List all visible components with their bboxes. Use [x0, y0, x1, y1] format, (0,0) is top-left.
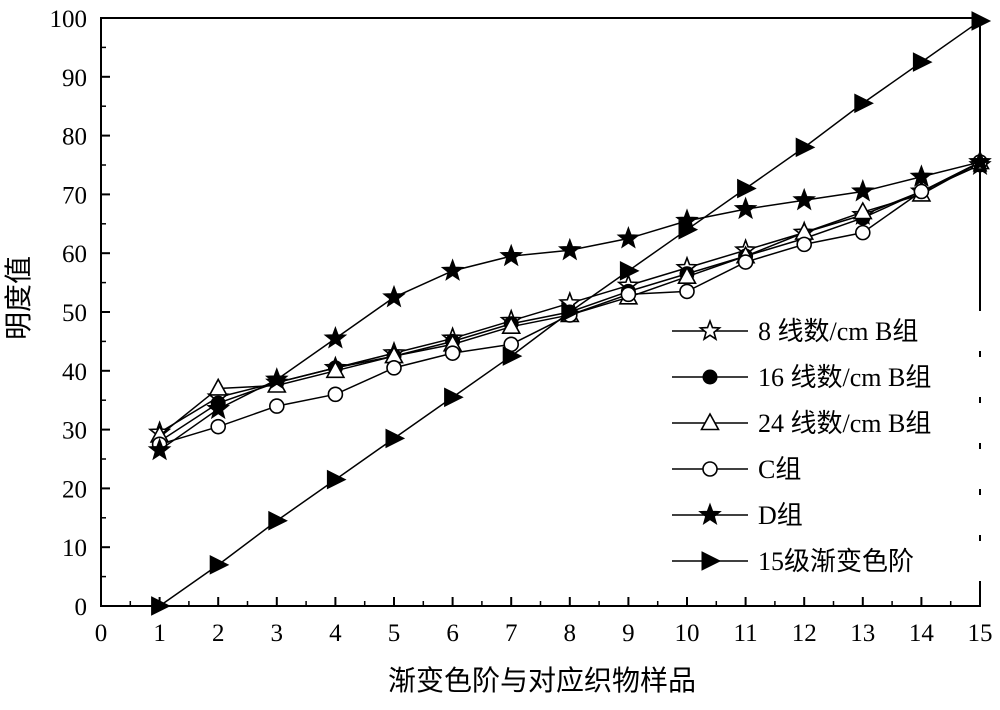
data-point — [440, 258, 465, 281]
series-6 — [151, 11, 992, 616]
y-axis-title: 明度值 — [3, 256, 35, 340]
legend-marker — [702, 461, 718, 477]
data-point — [147, 437, 172, 461]
data-point — [561, 302, 581, 322]
y-tick-label: 30 — [62, 418, 87, 445]
data-point — [854, 224, 871, 241]
x-tick-label: 7 — [505, 620, 518, 647]
legend-marker — [701, 551, 722, 571]
data-point — [679, 283, 695, 300]
legend-marker — [700, 412, 720, 431]
y-tick-label: 0 — [75, 594, 88, 621]
data-point — [444, 345, 461, 361]
x-tick-label: 5 — [388, 620, 401, 647]
data-point — [151, 596, 171, 616]
x-tick-label: 4 — [329, 620, 342, 647]
legend-label: 15级渐变色阶 — [758, 547, 914, 576]
data-point — [268, 398, 285, 414]
data-point — [557, 237, 582, 261]
data-point — [206, 396, 231, 420]
x-tick-label: 3 — [271, 620, 284, 647]
legend-item: 8 线数/cm B组 — [668, 311, 998, 351]
data-point — [796, 236, 813, 253]
data-point — [678, 219, 699, 240]
x-tick-label: 9 — [622, 620, 635, 647]
legend-label: D组 — [758, 501, 803, 530]
x-tick-label: 0 — [95, 620, 108, 647]
data-point — [913, 183, 930, 200]
legend: 8 线数/cm B组 16 线数/cm B组 24 线数/cm B组 C组 D组 15级渐… — [668, 311, 998, 581]
data-point — [382, 284, 406, 308]
data-point — [323, 326, 348, 349]
data-point — [733, 196, 758, 220]
series-1 — [147, 152, 992, 443]
data-point — [499, 243, 524, 267]
legend-label: 24 线数/cm B组 — [758, 409, 931, 438]
legend-marker — [702, 369, 718, 385]
x-axis-title: 渐变色阶与对应织物样品 — [388, 665, 696, 697]
legend-marker — [698, 502, 722, 526]
data-point — [850, 179, 875, 202]
y-tick-label: 80 — [62, 124, 87, 151]
data-point — [616, 226, 641, 249]
data-point — [502, 346, 523, 366]
data-point — [209, 555, 230, 575]
legend-label: 16 线数/cm B组 — [758, 363, 931, 392]
data-point — [325, 360, 346, 379]
x-tick-label: 10 — [675, 620, 700, 647]
data-point — [737, 254, 754, 270]
data-point — [501, 316, 522, 335]
x-tick-label: 12 — [792, 620, 817, 647]
legend-marker — [698, 318, 722, 341]
data-point — [795, 137, 816, 158]
data-point — [264, 367, 289, 390]
data-point — [909, 164, 934, 187]
data-point — [854, 93, 874, 114]
data-point — [968, 149, 992, 173]
data-point — [208, 377, 229, 396]
data-point — [971, 11, 992, 31]
data-point — [792, 187, 817, 211]
y-tick-label: 100 — [50, 6, 88, 33]
legend-label: C组 — [758, 455, 801, 484]
legend-label: 8 线数/cm B组 — [758, 317, 918, 346]
legend-item: 15级渐变色阶 — [668, 541, 998, 581]
y-tick-label: 60 — [62, 241, 87, 268]
x-tick-label: 1 — [153, 620, 166, 647]
data-point — [268, 510, 288, 531]
x-tick-label: 15 — [968, 620, 993, 647]
data-point — [444, 387, 464, 408]
data-point — [852, 201, 873, 220]
x-tick-label: 8 — [564, 620, 577, 647]
legend-item: 24 线数/cm B组 — [668, 403, 998, 443]
axes: 0 1 2 3 4 5 6 7 8 9 10 11 12 13 14 15010203040506070809… — [50, 6, 993, 647]
y-tick-label: 70 — [62, 182, 87, 209]
x-tick-label: 13 — [850, 620, 875, 647]
legend-item: C组 — [668, 449, 998, 489]
y-tick-label: 50 — [62, 300, 87, 327]
data-point — [677, 266, 697, 285]
legend-item: D组 — [668, 495, 998, 535]
y-tick-label: 40 — [62, 359, 87, 386]
data-point — [385, 428, 406, 449]
x-tick-label: 2 — [212, 620, 225, 647]
data-point — [327, 386, 344, 403]
data-point — [620, 286, 637, 303]
y-tick-label: 90 — [62, 65, 87, 92]
data-point — [326, 469, 347, 490]
data-point — [619, 261, 640, 281]
legend-item: 16 线数/cm B组 — [668, 357, 998, 397]
x-tick-label: 6 — [446, 620, 459, 647]
y-tick-label: 10 — [62, 535, 87, 562]
x-tick-label: 11 — [734, 620, 758, 647]
data-point — [737, 178, 757, 199]
series-lines — [147, 11, 992, 616]
data-point — [210, 418, 226, 435]
data-point — [386, 360, 402, 376]
y-tick-label: 20 — [62, 476, 87, 503]
data-point — [912, 52, 933, 72]
x-tick-label: 14 — [909, 620, 935, 647]
